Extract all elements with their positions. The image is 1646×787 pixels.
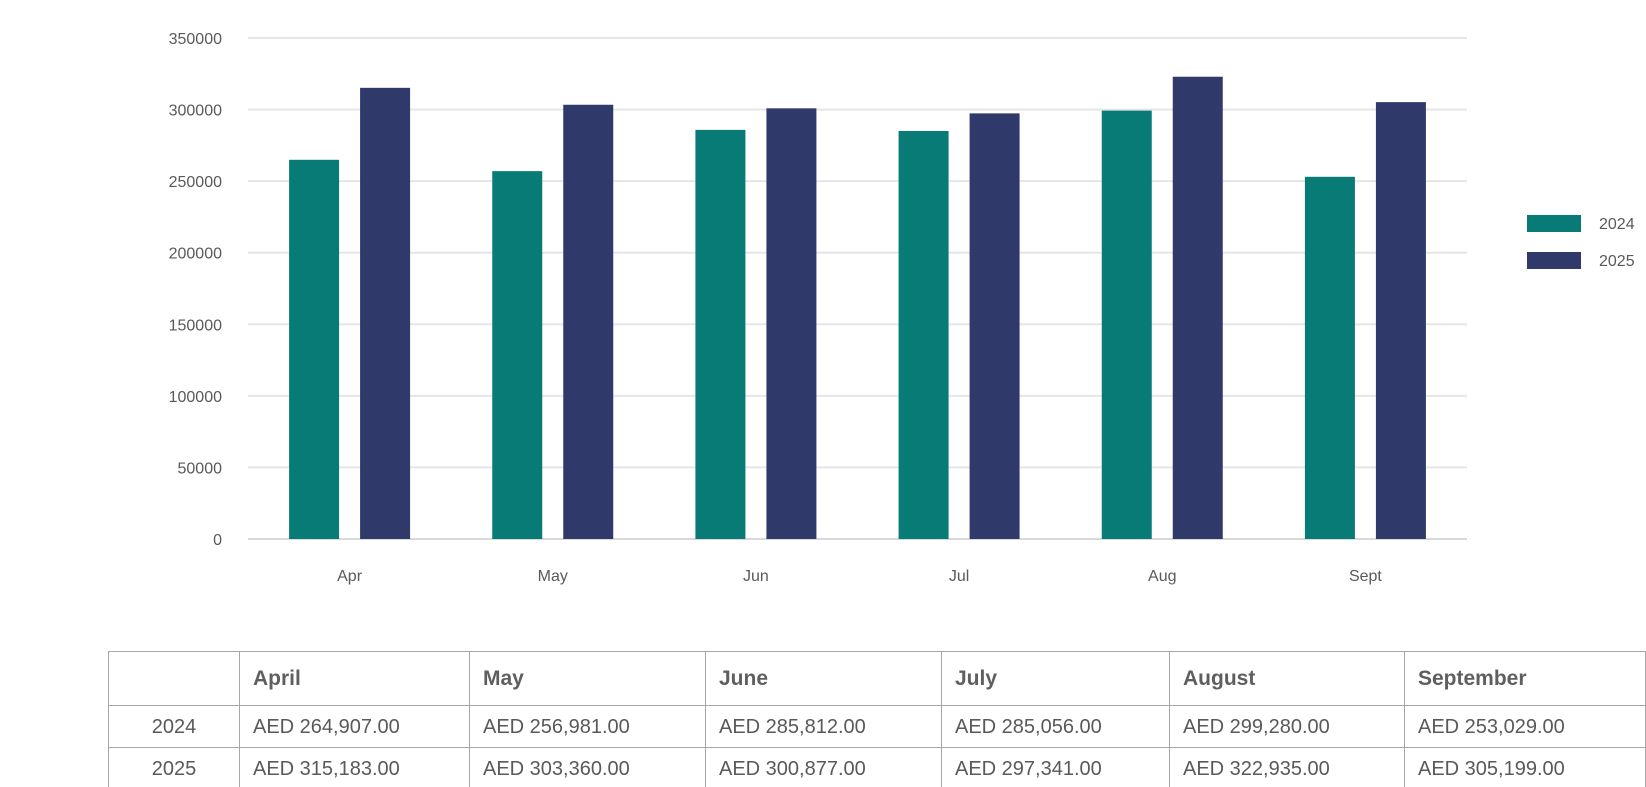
bar-2025-aug — [1172, 76, 1223, 540]
y-tick-label: 150000 — [169, 317, 222, 334]
table-cell: AED 300,877.00 — [705, 747, 942, 787]
table-row: 2024 AED 264,907.00 AED 256,981.00 AED 2… — [108, 705, 1646, 748]
bar-2024-jun — [695, 129, 746, 539]
table-cell: AED 315,183.00 — [239, 747, 470, 787]
table-cell: AED 256,981.00 — [469, 705, 706, 748]
data-table: April May June July August September 202… — [108, 651, 1646, 787]
legend-swatch-2024 — [1527, 215, 1581, 232]
x-axis-ticks: Apr May Jun Jul Aug Sept — [337, 568, 1382, 585]
gridlines — [248, 37, 1467, 540]
legend: 2024 2025 — [1527, 215, 1635, 270]
bar-2025-apr — [360, 87, 411, 540]
legend-swatch-2025 — [1527, 252, 1581, 269]
table-cell: AED 303,360.00 — [469, 747, 706, 787]
bar-2024-apr — [289, 159, 340, 539]
x-tick-label: Aug — [1148, 568, 1176, 585]
table-header-cell: April — [239, 651, 470, 706]
table-header-cell: June — [705, 651, 942, 706]
y-tick-label: 300000 — [169, 103, 222, 120]
table-cell: AED 297,341.00 — [941, 747, 1170, 787]
x-tick-label: Jul — [949, 568, 969, 585]
table-row-label: 2025 — [108, 747, 240, 787]
y-tick-label: 100000 — [169, 389, 222, 406]
y-tick-label: 250000 — [169, 174, 222, 191]
legend-label-2025: 2025 — [1599, 253, 1635, 270]
bar-2025-jun — [766, 108, 817, 539]
table-cell: AED 305,199.00 — [1404, 747, 1646, 787]
y-axis-ticks: 0 50000 100000 150000 200000 250000 300000 3500… — [169, 31, 222, 549]
x-tick-label: May — [538, 568, 568, 585]
table-row: 2025 AED 315,183.00 AED 303,360.00 AED 3… — [108, 747, 1646, 787]
bar-2025-jul — [969, 113, 1020, 539]
bar-2025-may — [563, 104, 614, 539]
bars — [289, 76, 1426, 540]
table-header-cell: May — [469, 651, 706, 706]
bar-2024-sept — [1304, 176, 1355, 539]
bar-2024-jul — [898, 130, 949, 539]
x-tick-label: Sept — [1349, 568, 1382, 585]
table-cell: AED 322,935.00 — [1169, 747, 1405, 787]
bar-2024-aug — [1101, 110, 1152, 540]
x-tick-label: Jun — [743, 568, 769, 585]
y-tick-label: 0 — [213, 532, 222, 549]
table-cell: AED 285,056.00 — [941, 705, 1170, 748]
table-header-cell: July — [941, 651, 1170, 706]
y-tick-label: 200000 — [169, 246, 222, 263]
table-cell: AED 264,907.00 — [239, 705, 470, 748]
bar-2024-may — [492, 171, 543, 539]
table-cell: AED 253,029.00 — [1404, 705, 1646, 748]
y-tick-label: 50000 — [178, 460, 223, 477]
x-tick-label: Apr — [337, 568, 363, 585]
bar-2025-sept — [1375, 102, 1426, 540]
table-corner-cell — [108, 651, 240, 706]
legend-label-2024: 2024 — [1599, 216, 1635, 233]
table-cell: AED 299,280.00 — [1169, 705, 1405, 748]
table-row-label: 2024 — [108, 705, 240, 748]
y-tick-label: 350000 — [169, 31, 222, 48]
bar-chart: 0 50000 100000 150000 200000 250000 300000 3500… — [169, 31, 1635, 585]
table-header-cell: September — [1404, 651, 1646, 706]
table-cell: AED 285,812.00 — [705, 705, 942, 748]
table-header-cell: August — [1169, 651, 1405, 706]
table-header-row: April May June July August September — [108, 651, 1646, 706]
